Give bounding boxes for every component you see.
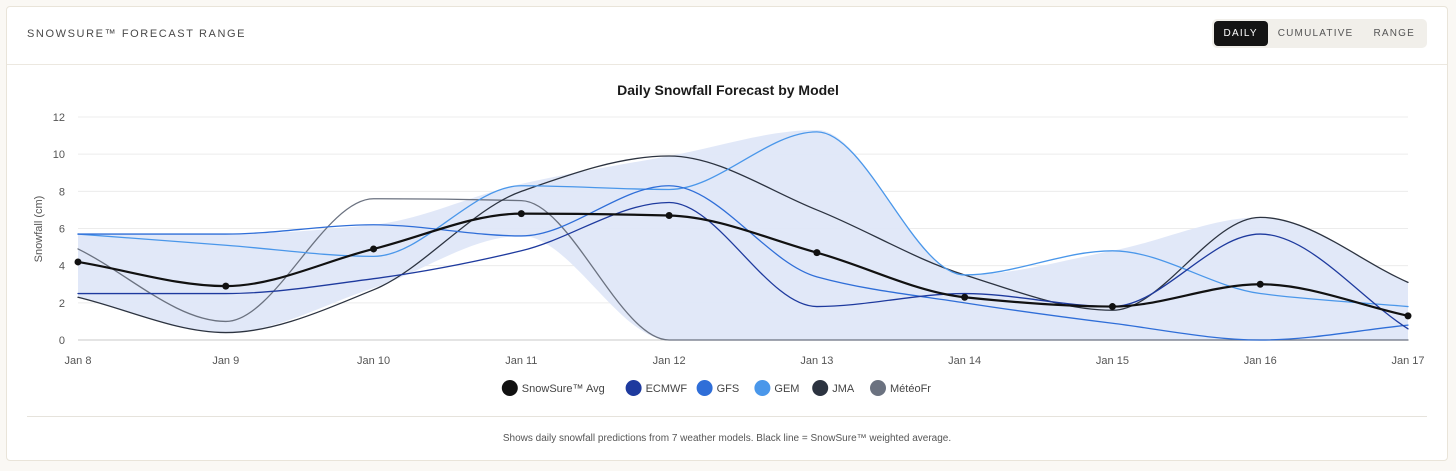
y-tick-label: 12 xyxy=(53,112,65,124)
avg-data-point xyxy=(1256,280,1264,288)
legend-label: ECMWF xyxy=(646,383,688,395)
legend-swatch xyxy=(812,380,829,396)
avg-data-point xyxy=(74,258,82,266)
y-axis-label: Snowfall (cm) xyxy=(33,196,45,263)
avg-data-point xyxy=(665,211,673,219)
forecast-card: SNOWSURE™ FORECAST RANGE DAILY CUMULATIV… xyxy=(6,6,1448,461)
legend-swatch xyxy=(625,380,642,396)
legend-label: MétéoFr xyxy=(890,383,931,395)
x-tick-label: Jan 15 xyxy=(1096,355,1129,367)
legend-item: GEM xyxy=(754,380,799,396)
series-lines-layer xyxy=(76,131,1410,341)
card-header: SNOWSURE™ FORECAST RANGE DAILY CUMULATIV… xyxy=(7,7,1447,65)
x-tick-label: Jan 9 xyxy=(212,355,239,367)
y-tick-label: 10 xyxy=(53,149,65,161)
avg-data-point xyxy=(1404,312,1412,320)
y-tick-label: 0 xyxy=(59,335,65,347)
y-tick-label: 8 xyxy=(59,186,65,198)
daily-toggle-button[interactable]: DAILY xyxy=(1213,21,1268,46)
x-tick-label: Jan 10 xyxy=(357,355,390,367)
series-line-gem xyxy=(77,131,1409,308)
x-tick-label: Jan 11 xyxy=(505,355,537,367)
y-tick-label: 6 xyxy=(59,224,65,236)
avg-data-point xyxy=(517,210,525,218)
series-line-ecmwf xyxy=(77,201,1409,330)
legend: SnowSure™ Avg ECMWF GFS GEM JMA MétéoFr xyxy=(501,380,931,396)
avg-data-point xyxy=(961,293,969,301)
legend-item: GFS xyxy=(696,380,740,396)
axis-labels-layer: 0 2 4 6 8 10 12 Jan 8 Jan 9 Jan 10 Jan 11 Jan 12 Jan… xyxy=(53,112,1425,367)
legend-swatch xyxy=(754,380,771,396)
legend-item: JMA xyxy=(812,380,855,396)
legend-label: JMA xyxy=(832,383,855,395)
x-tick-label: Jan 12 xyxy=(653,355,686,367)
legend-label: GEM xyxy=(774,383,799,395)
cumulative-toggle-button[interactable]: CUMULATIVE xyxy=(1268,21,1364,46)
legend-label: GFS xyxy=(717,383,740,395)
legend-swatch xyxy=(501,380,518,396)
series-line-snowsure-avg xyxy=(76,212,1410,317)
x-tick-label: Jan 14 xyxy=(948,355,981,367)
avg-data-point xyxy=(222,282,230,290)
legend-swatch xyxy=(870,380,886,396)
legend-item: MétéoFr xyxy=(870,380,931,396)
series-line-gfs xyxy=(77,185,1409,341)
chart-title: Daily Snowfall Forecast by Model xyxy=(617,82,839,98)
snowfall-chart: Daily Snowfall Forecast by Model Snowfal… xyxy=(33,82,1425,396)
series-line-jma xyxy=(77,155,1409,334)
avg-data-point xyxy=(1108,303,1116,311)
card-title: SNOWSURE™ FORECAST RANGE xyxy=(27,28,247,40)
legend-swatch xyxy=(696,380,713,396)
chart-area: Daily Snowfall Forecast by Model Snowfal… xyxy=(7,64,1449,414)
avg-markers-layer xyxy=(74,210,1412,320)
range-band-layer xyxy=(78,130,1408,340)
range-toggle-button[interactable]: RANGE xyxy=(1363,21,1425,46)
chart-footnote: Shows daily snowfall predictions from 7 … xyxy=(502,433,952,444)
x-tick-label: Jan 17 xyxy=(1391,355,1424,367)
legend-item: SnowSure™ Avg xyxy=(501,380,605,396)
x-tick-label: Jan 16 xyxy=(1244,355,1277,367)
legend-item: ECMWF xyxy=(625,380,688,396)
legend-label: SnowSure™ Avg xyxy=(522,383,605,395)
y-tick-label: 2 xyxy=(59,298,65,310)
y-tick-label: 4 xyxy=(59,261,65,273)
avg-data-point xyxy=(813,249,821,257)
x-tick-label: Jan 8 xyxy=(65,355,92,367)
forecast-range-band xyxy=(78,130,1408,340)
x-tick-label: Jan 13 xyxy=(800,355,833,367)
view-toggle-group: DAILY CUMULATIVE RANGE xyxy=(1211,19,1427,48)
avg-data-point xyxy=(370,245,378,253)
footer-divider xyxy=(27,416,1427,417)
